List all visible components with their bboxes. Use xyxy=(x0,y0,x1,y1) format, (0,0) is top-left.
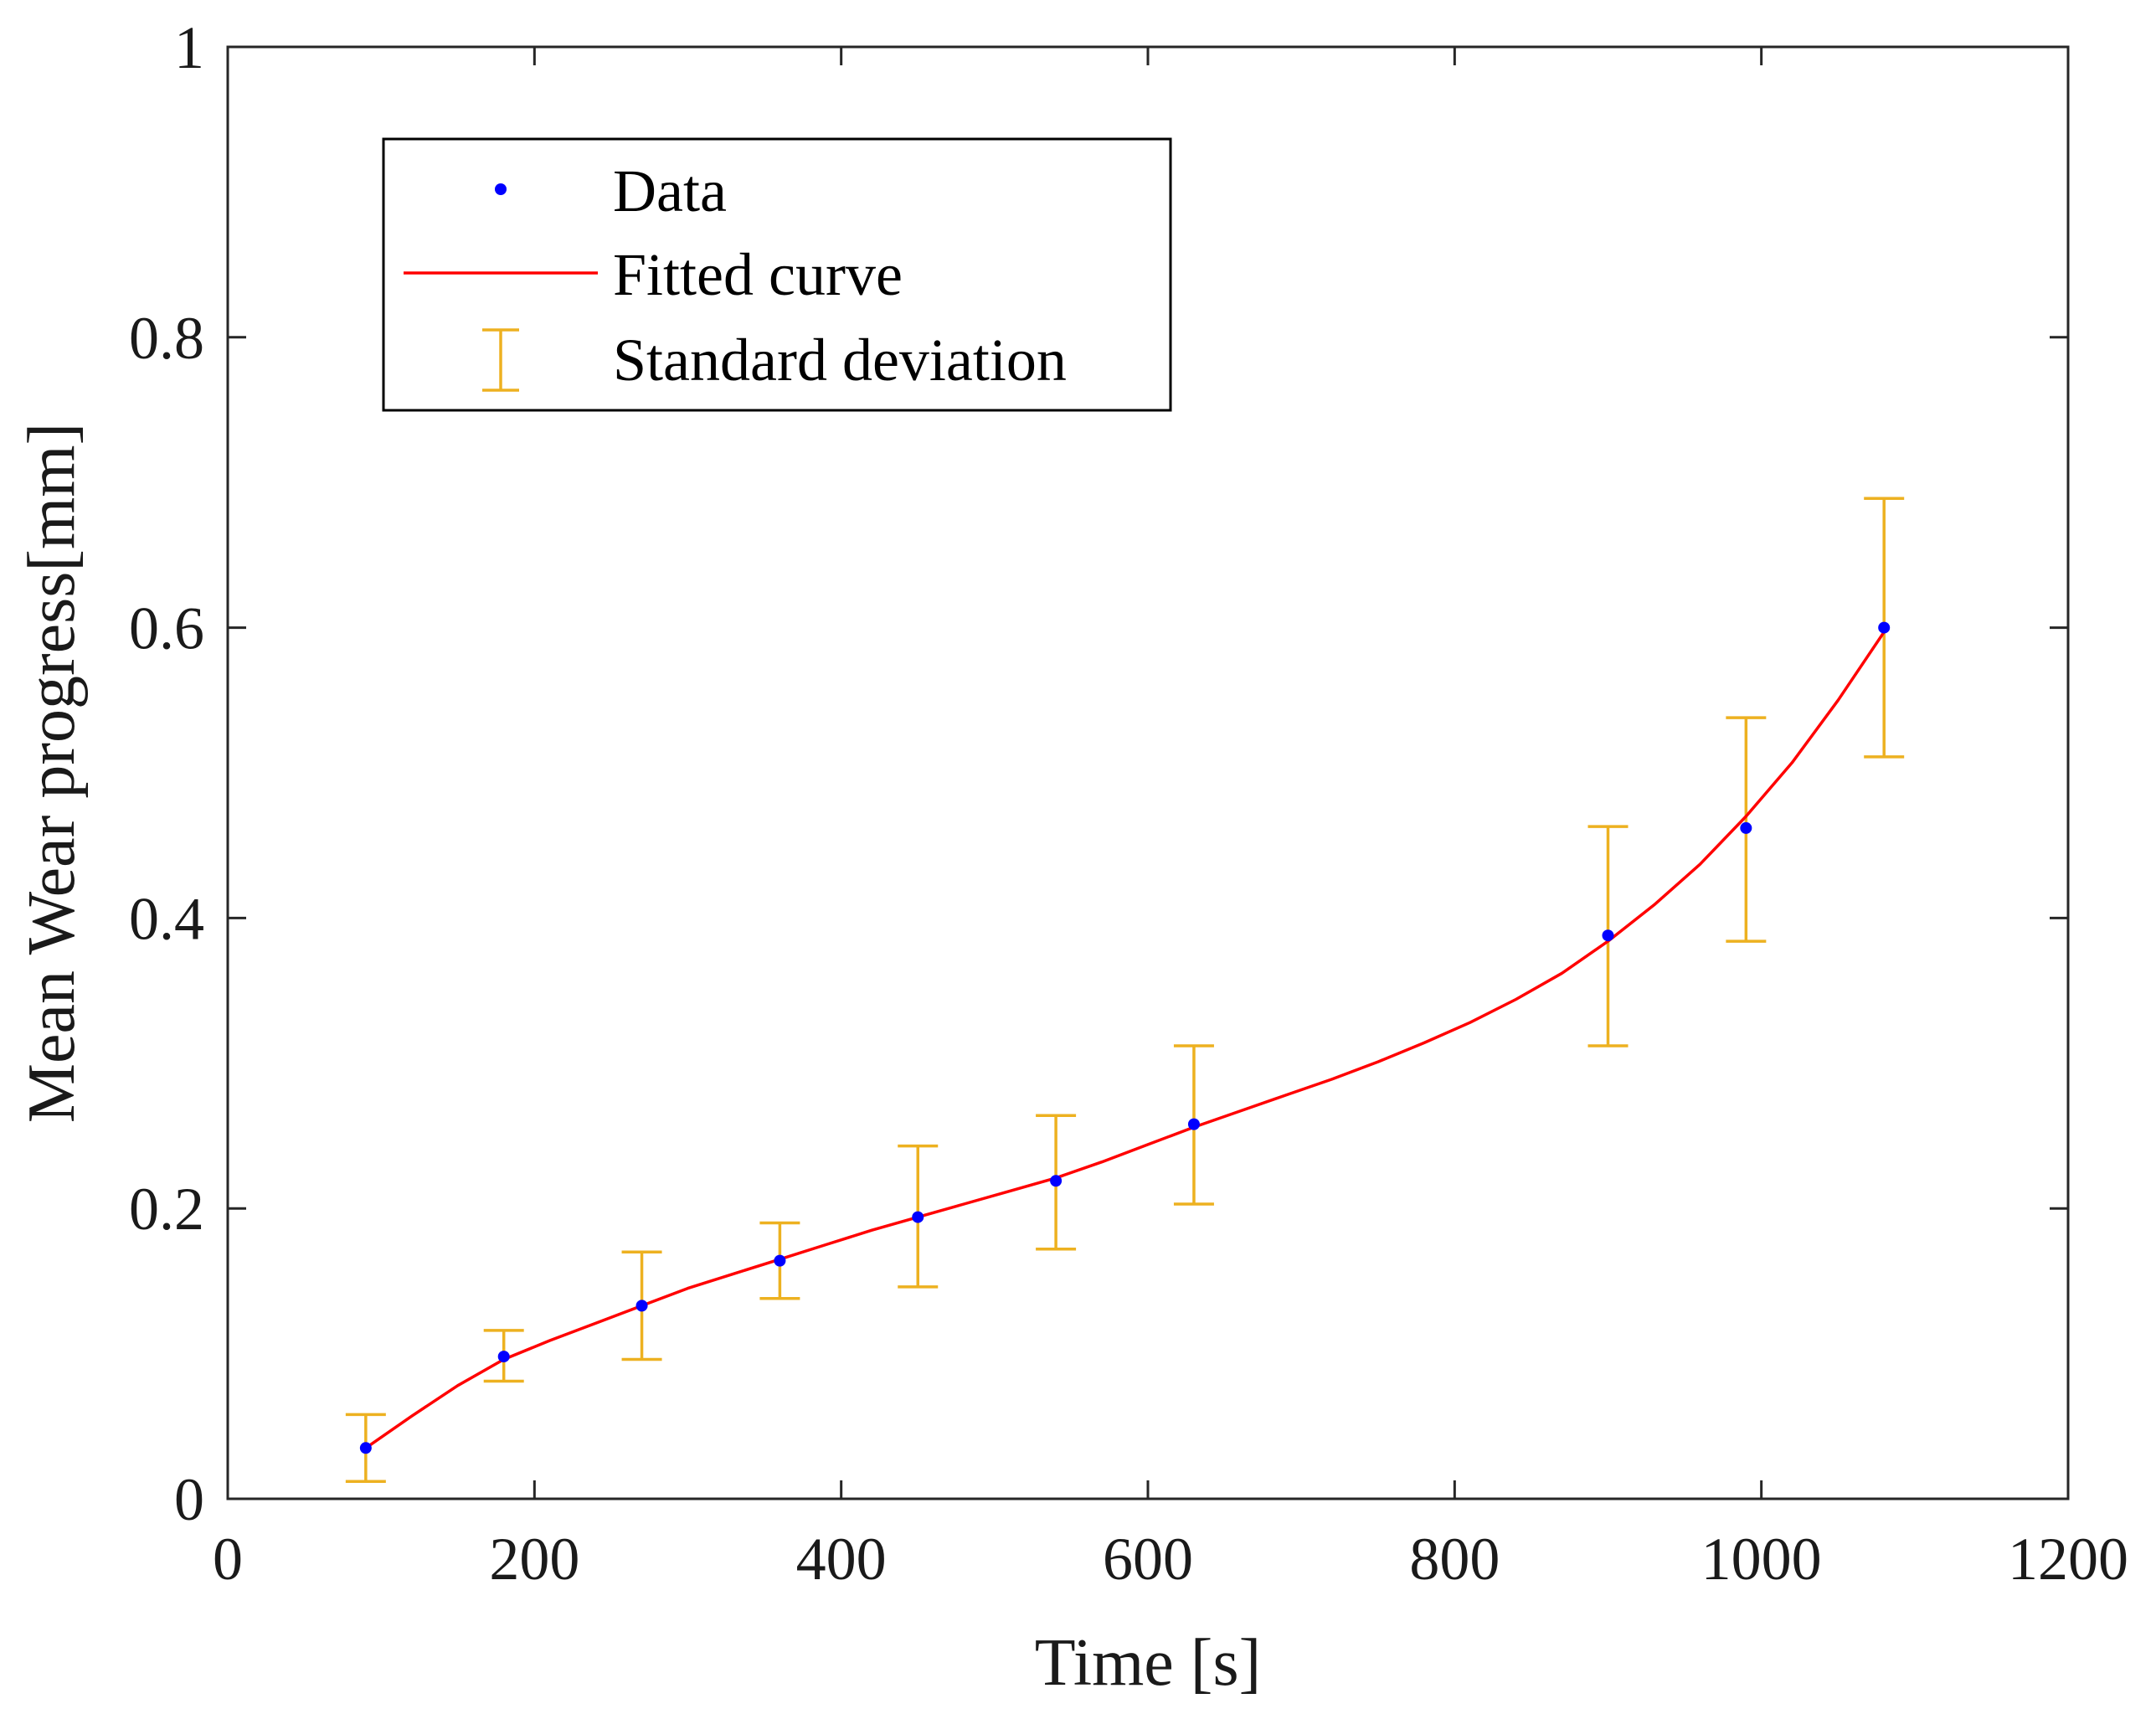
x-tick-label: 800 xyxy=(1409,1526,1500,1593)
data-point xyxy=(635,1300,648,1312)
y-tick-label: 0.6 xyxy=(129,595,204,662)
data-point xyxy=(497,1351,510,1363)
legend-data-label: Data xyxy=(613,157,727,224)
data-point xyxy=(1878,621,1891,634)
x-tick-label: 1000 xyxy=(1701,1526,1822,1593)
y-axis-label: Mean Wear progress[mm] xyxy=(15,423,89,1123)
legend: Data Fitted curve Standard deviation xyxy=(382,137,1172,412)
legend-fitted-curve-label: Fitted curve xyxy=(613,241,903,308)
data-point xyxy=(1740,821,1752,834)
legend-errorbar-marker xyxy=(482,328,519,392)
data-point xyxy=(1187,1118,1200,1130)
legend-standard-deviation-label: Standard deviation xyxy=(613,327,1067,394)
x-tick-label: 0 xyxy=(213,1526,243,1593)
y-tick-label: 0.4 xyxy=(129,885,204,952)
data-point xyxy=(912,1211,924,1223)
fitted-curve-layer xyxy=(364,631,1886,1449)
x-tick-label: 400 xyxy=(796,1526,887,1593)
data-point xyxy=(1050,1175,1063,1187)
x-axis-label: Time [s] xyxy=(1035,1626,1261,1700)
y-tick-label: 0.2 xyxy=(129,1176,204,1243)
y-tick-label: 0 xyxy=(174,1466,204,1533)
data-point xyxy=(359,1442,372,1454)
y-tick-label: 1 xyxy=(174,14,204,81)
legend-box xyxy=(382,137,1172,412)
x-tick-label: 200 xyxy=(489,1526,579,1593)
x-tick-label: 600 xyxy=(1103,1526,1193,1593)
x-ticks: 0 200 400 600 800 1000 1200 xyxy=(213,47,2128,1593)
fitted-curve xyxy=(364,631,1886,1449)
data-point xyxy=(1602,929,1614,942)
data-point xyxy=(774,1254,786,1267)
y-tick-label: 0.8 xyxy=(129,305,204,372)
y-ticks: 0 0.2 0.4 0.6 0.8 1 xyxy=(129,14,2068,1533)
x-tick-label: 1200 xyxy=(2008,1526,2128,1593)
data-points xyxy=(359,621,1891,1454)
legend-data-marker xyxy=(495,183,507,195)
